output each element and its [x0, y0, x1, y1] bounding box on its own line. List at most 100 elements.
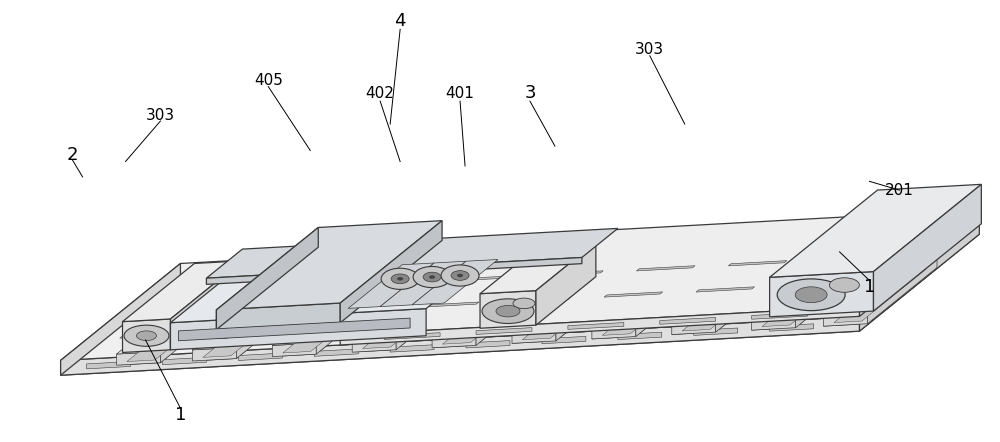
Ellipse shape: [482, 299, 534, 324]
Polygon shape: [476, 278, 546, 345]
Polygon shape: [117, 295, 230, 354]
Polygon shape: [539, 311, 585, 315]
Polygon shape: [117, 306, 230, 365]
Polygon shape: [536, 242, 596, 325]
Polygon shape: [340, 306, 860, 345]
Polygon shape: [550, 269, 597, 273]
Ellipse shape: [266, 326, 283, 335]
Ellipse shape: [429, 275, 435, 279]
Polygon shape: [791, 297, 837, 301]
Polygon shape: [824, 267, 937, 326]
Polygon shape: [634, 264, 681, 268]
Polygon shape: [352, 339, 396, 352]
Ellipse shape: [441, 265, 479, 286]
Polygon shape: [238, 353, 282, 361]
Polygon shape: [636, 269, 705, 336]
Text: 1: 1: [175, 406, 186, 424]
Polygon shape: [215, 287, 261, 291]
Polygon shape: [420, 302, 479, 307]
Polygon shape: [694, 328, 738, 335]
Text: 3: 3: [524, 84, 536, 102]
Text: 401: 401: [446, 86, 474, 101]
Polygon shape: [432, 278, 546, 337]
Polygon shape: [860, 219, 979, 331]
Ellipse shape: [777, 279, 845, 311]
Polygon shape: [61, 219, 979, 360]
Text: 4: 4: [394, 11, 406, 30]
Polygon shape: [718, 259, 764, 263]
Polygon shape: [162, 357, 206, 365]
Polygon shape: [170, 261, 242, 350]
Polygon shape: [384, 333, 440, 339]
Polygon shape: [287, 324, 334, 329]
Polygon shape: [216, 221, 442, 310]
Polygon shape: [796, 260, 865, 328]
Polygon shape: [363, 295, 455, 349]
Polygon shape: [770, 271, 873, 317]
Text: 1: 1: [864, 278, 875, 296]
Polygon shape: [236, 291, 306, 358]
Polygon shape: [203, 304, 295, 358]
Polygon shape: [216, 228, 318, 330]
Polygon shape: [867, 256, 937, 324]
Polygon shape: [178, 318, 410, 341]
Polygon shape: [192, 302, 306, 361]
Polygon shape: [272, 343, 316, 357]
Text: 303: 303: [635, 42, 664, 57]
Ellipse shape: [513, 298, 535, 309]
Polygon shape: [390, 345, 434, 352]
Polygon shape: [820, 255, 879, 261]
Polygon shape: [873, 184, 981, 311]
Polygon shape: [522, 286, 615, 340]
Polygon shape: [127, 308, 220, 362]
Polygon shape: [340, 210, 979, 335]
Polygon shape: [696, 287, 755, 292]
Polygon shape: [568, 323, 624, 329]
Polygon shape: [752, 271, 865, 330]
Polygon shape: [204, 329, 250, 334]
Polygon shape: [480, 242, 596, 293]
Polygon shape: [412, 259, 498, 305]
Polygon shape: [432, 334, 476, 348]
Polygon shape: [636, 266, 695, 271]
Polygon shape: [260, 236, 516, 277]
Polygon shape: [192, 347, 236, 361]
Polygon shape: [316, 287, 386, 354]
Ellipse shape: [457, 274, 463, 277]
Polygon shape: [604, 292, 663, 297]
Polygon shape: [728, 261, 787, 266]
Polygon shape: [87, 362, 131, 369]
Polygon shape: [453, 276, 511, 281]
Polygon shape: [592, 325, 636, 339]
Polygon shape: [802, 255, 848, 259]
Polygon shape: [170, 236, 516, 323]
Ellipse shape: [496, 305, 520, 317]
Text: 402: 402: [366, 86, 395, 101]
Ellipse shape: [795, 287, 827, 303]
Polygon shape: [117, 352, 160, 365]
Polygon shape: [123, 261, 242, 322]
Polygon shape: [340, 221, 442, 323]
Polygon shape: [396, 282, 466, 350]
Ellipse shape: [211, 328, 233, 339]
Ellipse shape: [391, 274, 409, 284]
Polygon shape: [752, 316, 796, 330]
Text: 2: 2: [67, 146, 78, 164]
Polygon shape: [592, 269, 705, 328]
Polygon shape: [824, 312, 867, 326]
Polygon shape: [512, 285, 625, 343]
Polygon shape: [432, 289, 546, 348]
Polygon shape: [61, 234, 979, 375]
Ellipse shape: [381, 268, 419, 290]
Polygon shape: [283, 299, 375, 353]
Polygon shape: [860, 210, 979, 316]
Ellipse shape: [377, 320, 395, 328]
Polygon shape: [352, 293, 466, 352]
Polygon shape: [545, 271, 603, 276]
Polygon shape: [752, 260, 865, 319]
Polygon shape: [672, 321, 716, 335]
Polygon shape: [623, 306, 669, 310]
Polygon shape: [476, 328, 532, 335]
Ellipse shape: [423, 272, 441, 282]
Polygon shape: [752, 312, 808, 319]
